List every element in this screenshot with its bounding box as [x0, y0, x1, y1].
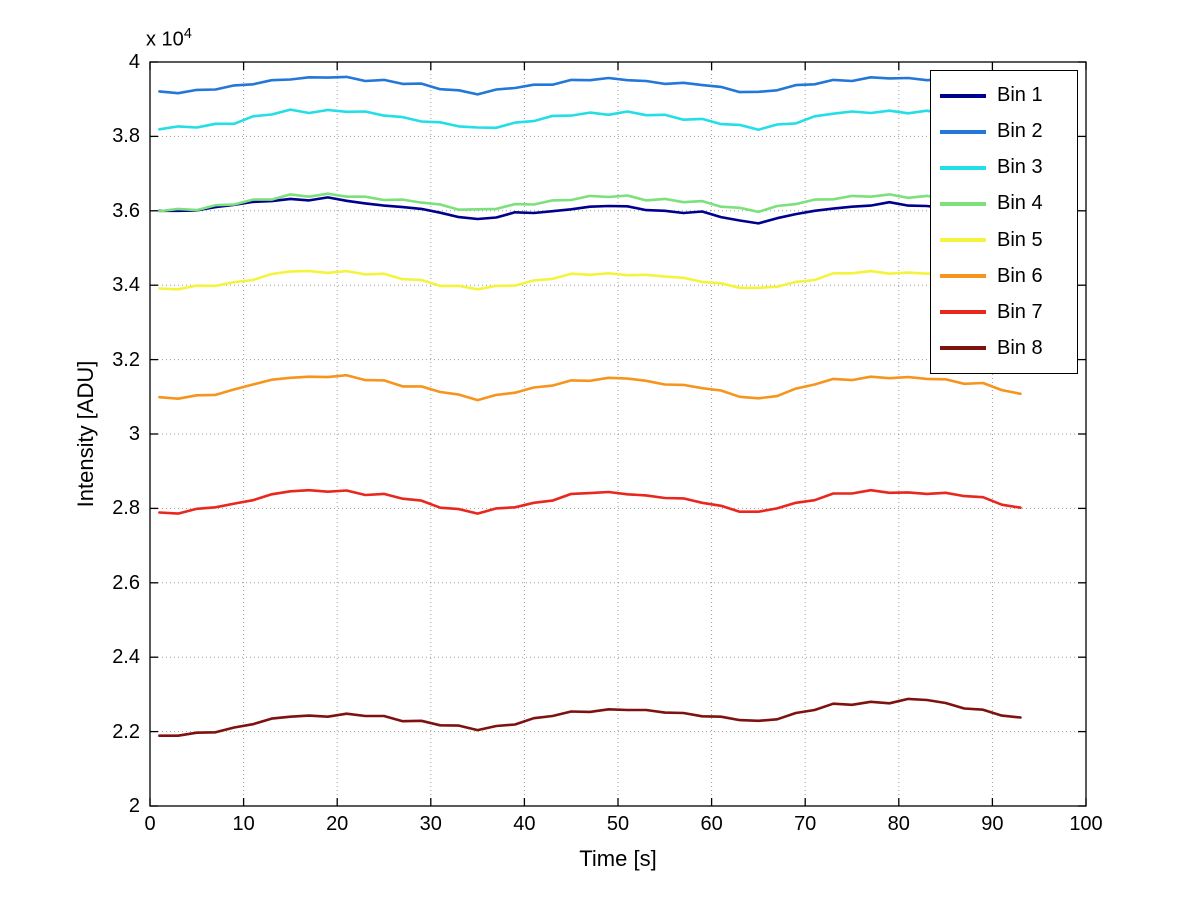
y-tick-label: 2	[128, 795, 140, 817]
y-tick-label: 3	[128, 423, 140, 445]
series-line-bin-8	[158, 697, 1022, 738]
x-tick-label: 100	[1069, 813, 1103, 835]
x-tick-label: 20	[326, 813, 349, 835]
legend-line-swatch	[940, 165, 986, 170]
series-line-bin-6	[158, 373, 1022, 402]
y-axis-exponent-label: x 104	[146, 26, 192, 52]
legend-label: Bin 2	[997, 120, 1043, 143]
x-tick-label: 30	[419, 813, 442, 835]
y-tick-label: 3.6	[112, 199, 140, 222]
y-tick-label: 4	[128, 51, 140, 73]
legend-label: Bin 3	[997, 156, 1043, 179]
legend-entry: Bin 2	[931, 120, 1077, 143]
legend-label: Bin 7	[997, 300, 1043, 323]
legend-entry: Bin 4	[931, 192, 1077, 215]
series-line-bin-1	[158, 196, 1022, 225]
series-line-bin-2	[158, 75, 1022, 96]
legend: Bin 1 Bin 2 Bin 3 Bin 4 Bin 5 Bin 6 Bin 7 Bin 8	[930, 70, 1078, 374]
x-tick-label: 50	[606, 813, 630, 835]
legend-line-swatch	[940, 310, 986, 315]
legend-label: Bin 5	[997, 228, 1043, 251]
y-tick-label: 2.4	[112, 646, 140, 669]
legend-label: Bin 8	[997, 336, 1043, 359]
y-tick-label: 2.2	[112, 720, 140, 743]
legend-line-swatch	[940, 93, 986, 98]
y-tick-label: 3.8	[112, 125, 140, 148]
legend-line-swatch	[940, 274, 986, 279]
legend-line-swatch	[940, 346, 986, 351]
legend-label: Bin 1	[997, 84, 1043, 107]
series-line-bin-4	[158, 192, 1022, 214]
offset-exponent: 4	[183, 26, 192, 42]
x-tick-label: 90	[981, 813, 1004, 835]
legend-entry: Bin 8	[931, 337, 1077, 360]
series-line-bin-7	[158, 488, 1022, 515]
x-tick-label: 60	[700, 813, 723, 835]
x-tick-label: 80	[887, 813, 910, 835]
legend-line-swatch	[940, 201, 986, 206]
x-tick-label: 70	[794, 813, 817, 835]
series-line-bin-5	[158, 269, 1022, 291]
legend-entry: Bin 6	[931, 265, 1077, 288]
x-tick-label: 0	[144, 813, 156, 835]
y-tick-label: 3.4	[112, 274, 140, 297]
y-tick-label: 2.8	[112, 497, 140, 520]
y-tick-label: 2.6	[112, 571, 140, 594]
y-tick-label: 3.2	[112, 348, 140, 371]
legend-entry: Bin 5	[931, 229, 1077, 252]
x-tick-label: 10	[232, 813, 255, 835]
legend-entry: Bin 7	[931, 301, 1077, 324]
legend-label: Bin 6	[997, 264, 1043, 287]
legend-line-swatch	[940, 129, 986, 134]
legend-label: Bin 4	[997, 192, 1043, 215]
x-axis-title: Time [s]	[579, 846, 657, 871]
legend-entry: Bin 1	[931, 84, 1077, 107]
offset-prefix: x 10	[146, 28, 184, 51]
legend-entry: Bin 3	[931, 156, 1077, 179]
series-line-bin-3	[158, 108, 1022, 131]
x-tick-label: 40	[513, 813, 536, 835]
legend-line-swatch	[940, 238, 986, 243]
